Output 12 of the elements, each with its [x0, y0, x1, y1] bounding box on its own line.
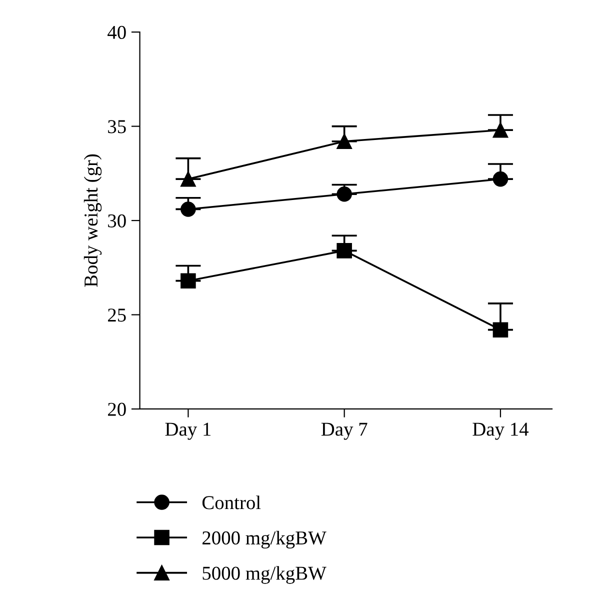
y-tick-label: 25	[108, 308, 126, 322]
x-tick-label: Day 14	[472, 422, 529, 440]
legend-label: 2000 mg/kgBW	[202, 530, 326, 549]
y-tick-label: 35	[108, 120, 126, 134]
y-axis-title: Body weight (gr)	[84, 154, 102, 287]
y-tick-label: 30	[108, 214, 126, 228]
x-tick-label: Day 1	[165, 422, 211, 440]
y-tick-label: 20	[108, 402, 126, 416]
x-tick-label: Day 7	[321, 422, 368, 440]
y-tick-label: 40	[108, 26, 126, 40]
legend-label: Control	[202, 496, 261, 510]
legend-label: 5000 mg/kgBW	[202, 566, 326, 584]
